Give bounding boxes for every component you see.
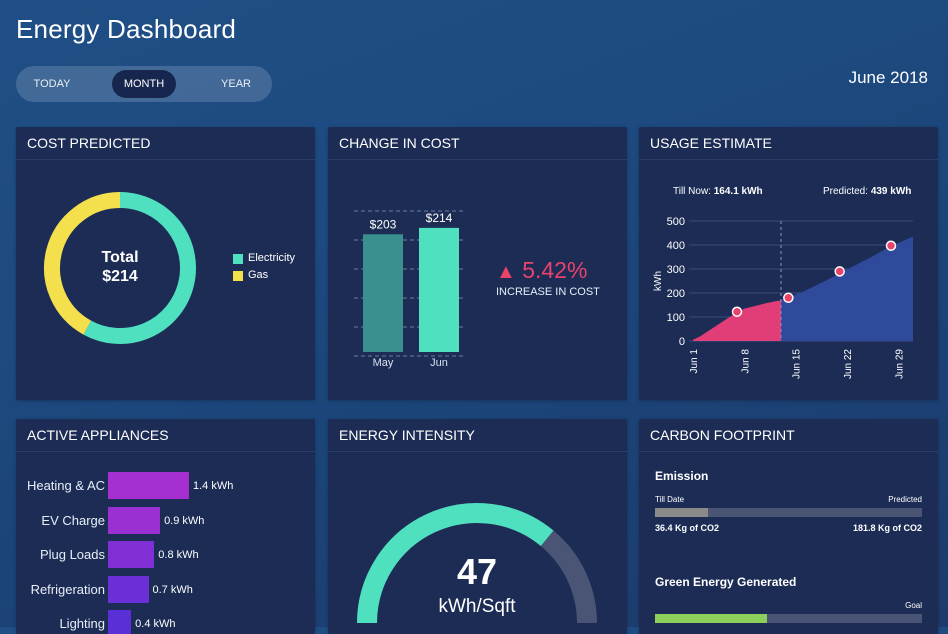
till-now-label: Till Now: <box>673 186 711 197</box>
predicted-readout: Predicted: 439 kWh <box>823 186 911 197</box>
card-title: ENERGY INTENSITY <box>328 419 627 452</box>
legend-label-gas: Gas <box>248 269 269 281</box>
change-in-cost-card: CHANGE IN COST $203 May $214 Jun ▲ 5.42% IN… <box>328 127 627 400</box>
emission-progress-fill <box>655 508 709 517</box>
legend-swatch-electricity <box>233 254 243 264</box>
bar-category-label: Jun <box>430 357 448 369</box>
usage-area-actual <box>693 300 781 341</box>
appliance-label: Heating & AC <box>26 478 105 493</box>
card-title: CHANGE IN COST <box>328 127 627 160</box>
page-title: Energy Dashboard <box>16 14 236 44</box>
usage-marker <box>885 240 897 251</box>
usage-area-predicted <box>781 236 913 341</box>
appliance-label: Plug Loads <box>39 547 105 562</box>
carbon-footprint-card: CARBON FOOTPRINT Emission Till Date Pred… <box>639 419 938 634</box>
predicted-value: 439 kWh <box>870 186 912 197</box>
bar-data-label: $203 <box>370 217 397 231</box>
appliance-label: Lighting <box>59 616 105 631</box>
change-value: ▲ 5.42% <box>496 257 626 284</box>
green-goal-label: Goal <box>905 601 922 610</box>
current-date: June 2018 <box>848 68 928 87</box>
appliance-bar <box>108 541 155 568</box>
bar-category-label: May <box>373 357 394 369</box>
card-title: COST PREDICTED <box>16 127 315 160</box>
tab-year[interactable]: YEAR <box>221 78 251 90</box>
appliance-bar <box>108 472 189 499</box>
y-tick-label: 100 <box>667 312 685 324</box>
green-energy-title: Green Energy Generated <box>655 575 797 589</box>
green-progress-fill <box>655 614 768 623</box>
change-percent: 5.42% <box>522 257 588 283</box>
y-tick-label: 0 <box>679 336 685 348</box>
donut-total-value: $214 <box>102 268 138 285</box>
emission-right-value: 181.8 Kg of CO2 <box>852 523 922 533</box>
cost-donut-chart <box>44 192 196 344</box>
appliance-bar <box>108 610 132 634</box>
appliance-value: 0.7 kWh <box>152 583 193 596</box>
usage-marker <box>834 266 845 277</box>
bar-jun <box>419 227 459 352</box>
tab-month[interactable]: MONTH <box>112 70 176 98</box>
emission-right-label: Predicted <box>888 495 922 504</box>
usage-marker <box>731 306 743 317</box>
tab-today[interactable]: TODAY <box>33 78 71 90</box>
till-now-readout: Till Now: 164.1 kWh <box>673 186 763 197</box>
emission-left-value: 36.4 Kg of CO2 <box>655 523 720 533</box>
intensity-gauge <box>357 503 597 624</box>
legend-label-electricity: Electricity <box>248 252 296 264</box>
bar-data-label: $214 <box>426 211 453 225</box>
green-progress-track <box>655 614 922 623</box>
appliance-value: 0.4 kWh <box>135 618 176 630</box>
energy-intensity-card: ENERGY INTENSITY 47 kWh/Sqft <box>328 419 627 634</box>
cost-predicted-card: COST PREDICTED Total $214 Electricity Ga… <box>16 127 315 400</box>
usage-marker <box>783 292 794 304</box>
active-appliances-card: ACTIVE APPLIANCES Heating & AC 1.4 kWh EV … <box>16 419 315 634</box>
gauge-fill <box>357 503 554 624</box>
period-tabs: TODAY MONTH YEAR <box>16 66 272 102</box>
card-title: ACTIVE APPLIANCES <box>16 419 315 452</box>
appliance-bar <box>108 575 149 603</box>
y-axis-label: kWh <box>653 271 664 291</box>
x-tick-label: Jun 22 <box>843 349 854 379</box>
emission-progress-track <box>655 508 922 517</box>
up-triangle-icon: ▲ <box>496 261 516 283</box>
appliance-value: 0.8 kWh <box>158 549 199 561</box>
card-title: USAGE ESTIMATE <box>639 127 938 160</box>
y-tick-label: 500 <box>667 216 685 228</box>
till-now-value: 164.1 kWh <box>713 186 763 197</box>
legend-swatch-gas <box>233 271 243 281</box>
appliance-label: Refrigeration <box>30 581 105 597</box>
donut-total-label: Total <box>101 249 139 266</box>
predicted-label: Predicted: <box>823 186 869 197</box>
appliance-bar <box>108 506 161 534</box>
card-title: CARBON FOOTPRINT <box>639 419 938 452</box>
appliance-label: EV Charge <box>41 512 105 528</box>
change-label: INCREASE IN COST <box>496 286 600 298</box>
y-tick-label: 300 <box>667 264 685 276</box>
appliance-value: 0.9 kWh <box>164 514 205 527</box>
appliance-value: 1.4 kWh <box>193 480 234 492</box>
x-tick-label: Jun 29 <box>894 349 905 379</box>
x-tick-label: Jun 15 <box>792 349 803 379</box>
x-tick-label: Jun 1 <box>689 349 700 374</box>
intensity-value: 47 <box>456 551 498 592</box>
emission-left-label: Till Date <box>655 495 685 504</box>
donut-slice-gas <box>44 192 121 335</box>
cost-bar-chart: $203 May $214 Jun <box>354 210 464 369</box>
y-tick-label: 400 <box>667 240 685 252</box>
y-tick-label: 200 <box>667 288 685 300</box>
x-tick-label: Jun 8 <box>740 349 751 374</box>
intensity-unit: kWh/Sqft <box>438 596 516 617</box>
bar-may <box>363 234 403 352</box>
usage-area-chart: 0 100 200 300 400 500 kWh Jun 1 Jun 8 Jun 15 Jun 2… <box>653 216 913 379</box>
donut-slice-electricity <box>83 192 196 344</box>
emission-title: Emission <box>655 469 709 483</box>
usage-estimate-card: USAGE ESTIMATE Till Now: 164.1 kWh Predi… <box>639 127 938 400</box>
